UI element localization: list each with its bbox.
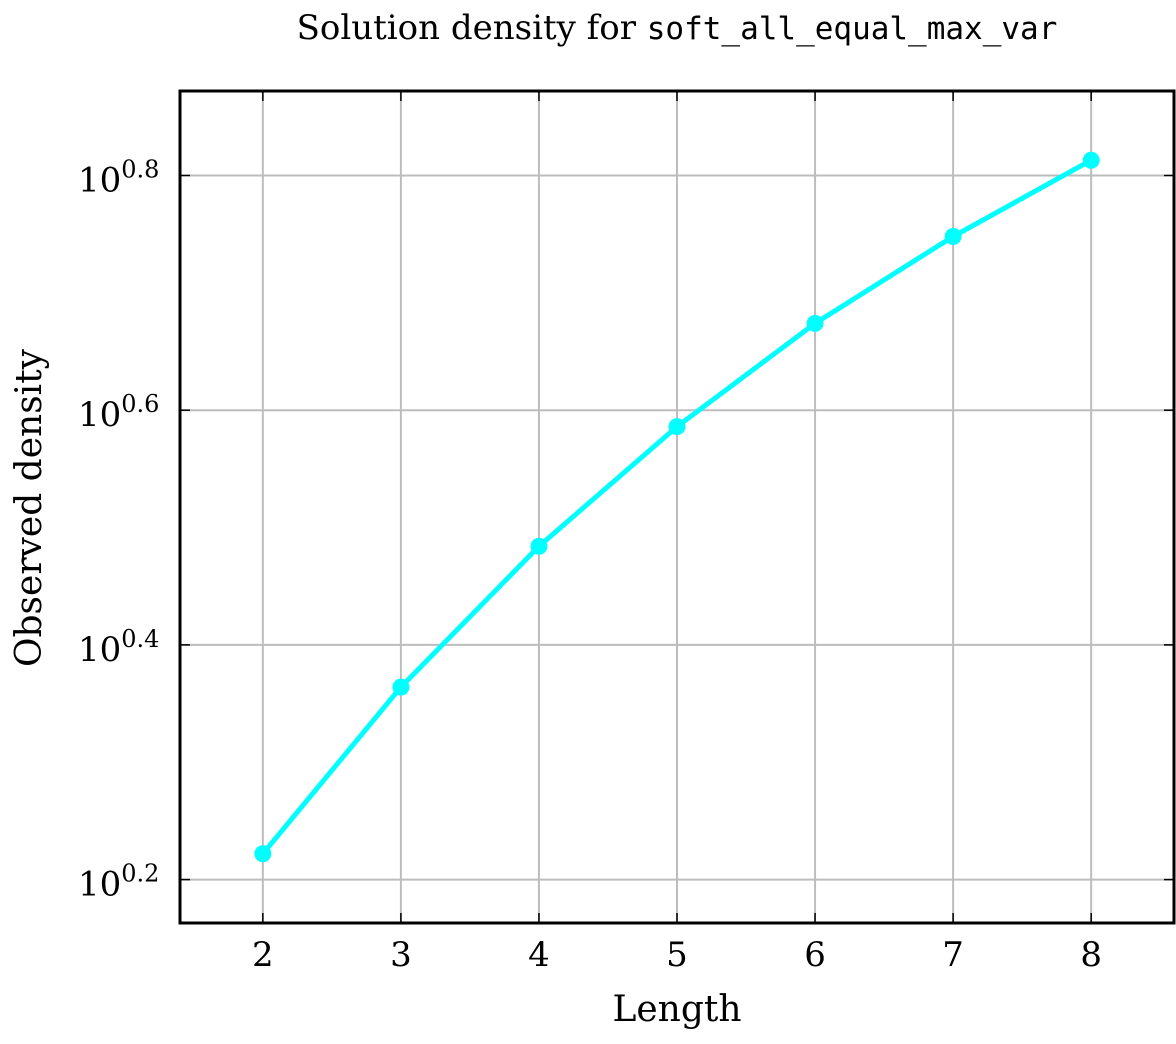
x-tick-label: 3 [390,935,412,975]
data-point [530,537,548,555]
x-tick-label: 5 [666,935,688,975]
data-point [254,845,272,863]
x-tick-label: 6 [804,935,826,975]
x-tick-label: 8 [1080,935,1102,975]
data-point [668,418,686,436]
y-axis-title: Observed density [9,348,50,667]
chart-title-text: Solution density for [296,8,636,48]
y-tick-label: 100.8 [78,155,159,200]
chart-title: Solution density for soft_all_equal_max_… [180,8,1174,48]
x-axis-title: Length [612,989,741,1030]
chart-title-code: soft_all_equal_max_var [646,11,1058,47]
axis-ticks [180,91,1174,923]
x-tick-label: 4 [528,935,550,975]
y-tick-label: 100.2 [78,860,159,905]
data-point [806,314,824,332]
x-tick-label: 7 [942,935,964,975]
y-tick-label: 100.6 [78,390,159,435]
data-point [1082,151,1100,169]
data-point [392,678,410,696]
tick-labels: 2 3 4 5 6 7 8 100.2 100.4 100.6 100.8 [78,155,1102,975]
y-tick-label: 100.4 [78,625,159,670]
series-group [254,151,1100,863]
grid-lines [180,91,1174,923]
x-tick-label: 2 [252,935,274,975]
data-point [944,228,962,246]
